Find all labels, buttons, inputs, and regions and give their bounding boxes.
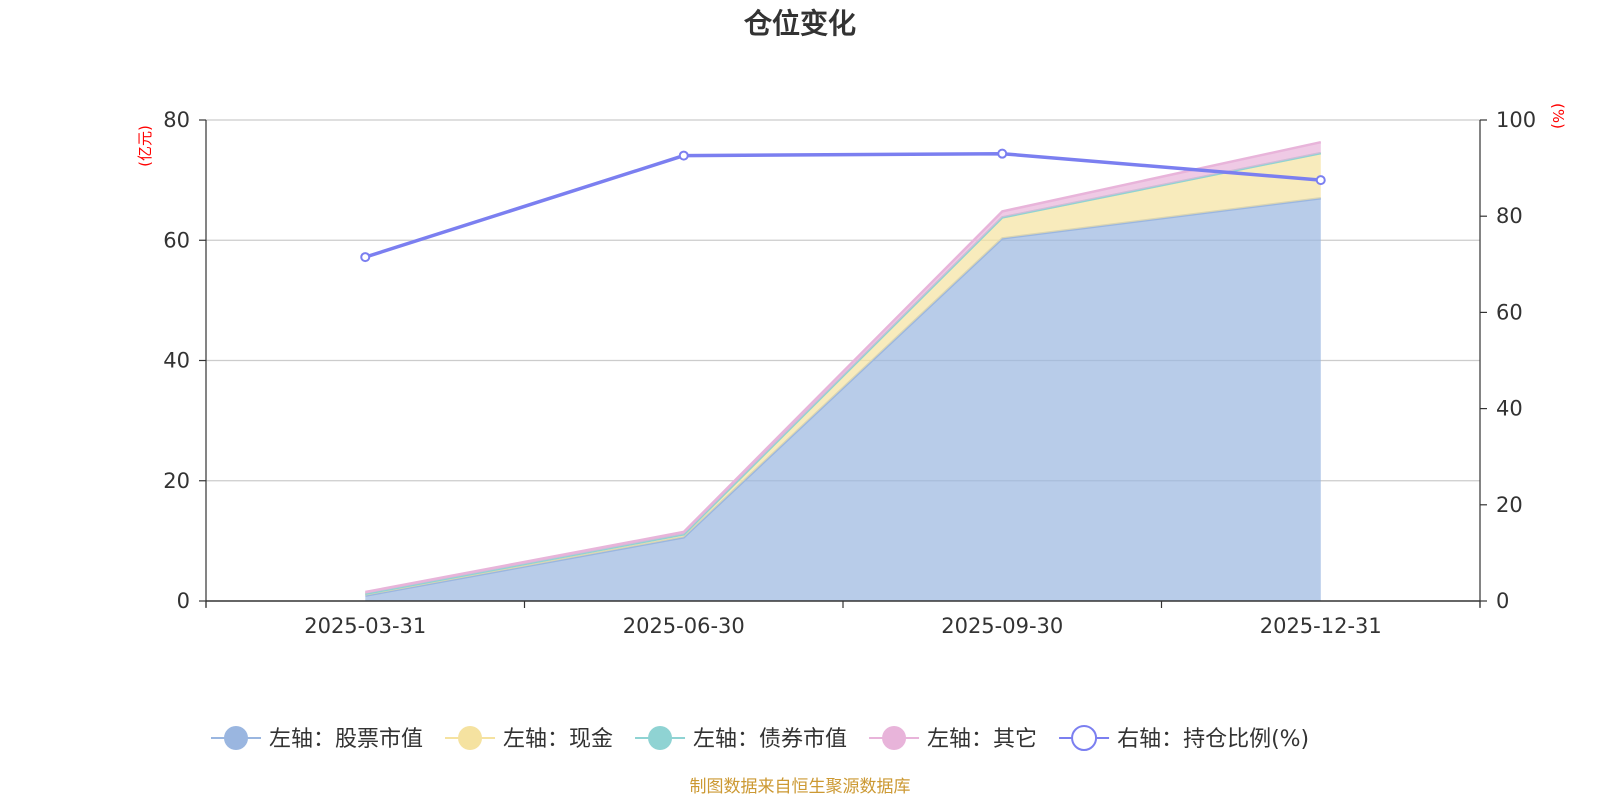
- left-axis-tick-label: 80: [163, 108, 190, 132]
- legend-label: 左轴：债券市值: [693, 727, 847, 752]
- left-axis-tick-label: 60: [163, 228, 190, 252]
- legend-marker: [224, 726, 248, 750]
- plot-areas: [365, 140, 1322, 601]
- left-axis-tick-label: 20: [163, 469, 190, 493]
- line-point: [360, 252, 371, 263]
- right-axis-tick-label: 60: [1496, 300, 1523, 324]
- area-series: [365, 153, 1321, 596]
- right-axis-tick-label: 100: [1496, 108, 1536, 132]
- line-point: [997, 148, 1008, 159]
- footer-source: 制图数据来自恒生聚源数据库: [690, 777, 911, 797]
- x-axis-tick-label: 2025-12-31: [1260, 614, 1382, 638]
- right-axis-tick-label: 80: [1496, 204, 1523, 228]
- legend-label: 左轴：现金: [503, 727, 613, 752]
- area-series: [365, 198, 1321, 601]
- left-axis-tick-label: 0: [177, 589, 190, 613]
- chart-title: 仓位变化: [744, 7, 856, 40]
- plot-lines: [360, 148, 1326, 263]
- line-series: [364, 151, 1321, 259]
- axes: 0 20 40 60 80 0 20 40 60 80 100 2025-03-31 2025-06-3…: [163, 108, 1536, 638]
- right-axis-tick-label: 0: [1496, 589, 1509, 613]
- legend-label: 左轴：其它: [927, 727, 1037, 752]
- left-axis-unit: (亿元): [136, 125, 154, 167]
- line-point: [678, 150, 689, 161]
- right-axis-tick-label: 40: [1496, 397, 1523, 421]
- x-axis-tick-label: 2025-09-30: [941, 614, 1063, 638]
- legend-label: 右轴：持仓比例(%): [1117, 727, 1309, 752]
- area-series-edge: [365, 140, 1322, 594]
- legend-marker: [458, 726, 483, 750]
- legend-marker: [882, 726, 907, 750]
- legend-marker: [1071, 725, 1098, 751]
- x-axis-tick-label: 2025-03-31: [304, 614, 426, 638]
- left-axis-tick-label: 40: [163, 349, 190, 373]
- x-axis-tick-label: 2025-06-30: [623, 614, 745, 638]
- legend-label: 左轴：股票市值: [269, 727, 423, 752]
- legend: 左轴：股票市值 左轴：现金 左轴：债券市值 左轴：其它 右轴：持仓比例(%): [211, 725, 1309, 752]
- right-axis-unit: (%): [1549, 103, 1567, 129]
- legend-marker: [648, 726, 673, 750]
- right-axis-tick-label: 20: [1496, 493, 1523, 517]
- line-point: [1315, 175, 1326, 186]
